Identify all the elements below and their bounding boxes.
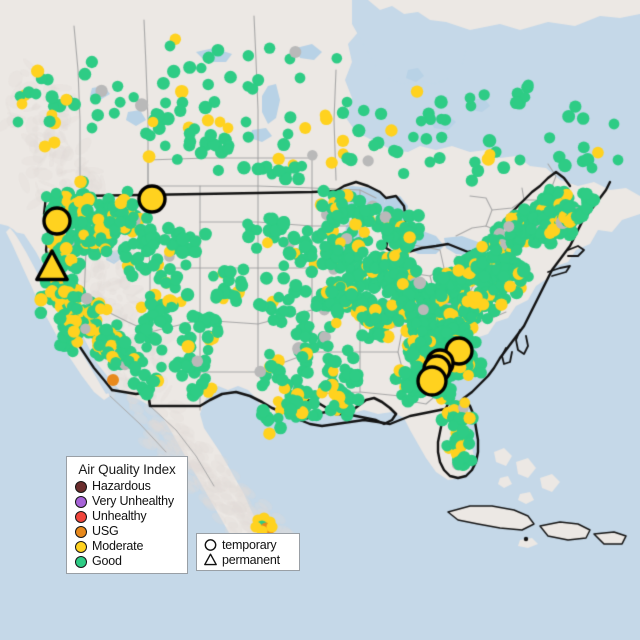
legend-label-very-unhealthy: Very Unhealthy xyxy=(92,494,174,508)
legend-item-usg: USG xyxy=(75,524,179,539)
triangle-outline-icon xyxy=(203,552,218,567)
station-type-legend: temporary permanent xyxy=(196,533,300,571)
legend-item-temporary: temporary xyxy=(203,537,294,552)
legend-label-unhealthy: Unhealthy xyxy=(92,509,147,523)
legend-item-very-unhealthy: Very Unhealthy xyxy=(75,494,179,509)
swatch-moderate-icon xyxy=(75,540,87,553)
legend-item-good: Good xyxy=(75,554,179,569)
swatch-usg-icon xyxy=(75,525,87,538)
legend-item-hazardous: Hazardous xyxy=(75,479,179,494)
legend-item-unhealthy: Unhealthy xyxy=(75,509,179,524)
legend-label-permanent: permanent xyxy=(222,552,280,567)
circle-outline-icon xyxy=(203,537,218,552)
swatch-very-unhealthy-icon xyxy=(75,495,87,508)
legend-label-usg: USG xyxy=(92,524,119,538)
swatch-good-icon xyxy=(75,555,87,568)
legend-item-permanent: permanent xyxy=(203,552,294,567)
legend-label-hazardous: Hazardous xyxy=(92,479,151,493)
legend-label-temporary: temporary xyxy=(222,537,277,552)
swatch-hazardous-icon xyxy=(75,480,87,493)
aqi-legend-title: Air Quality Index xyxy=(78,462,176,477)
legend-item-moderate: Moderate xyxy=(75,539,179,554)
legend-label-moderate: Moderate xyxy=(92,539,144,553)
swatch-unhealthy-icon xyxy=(75,510,87,523)
aqi-legend: Air Quality Index Hazardous Very Unhealt… xyxy=(66,456,188,574)
legend-label-good: Good xyxy=(92,554,122,568)
